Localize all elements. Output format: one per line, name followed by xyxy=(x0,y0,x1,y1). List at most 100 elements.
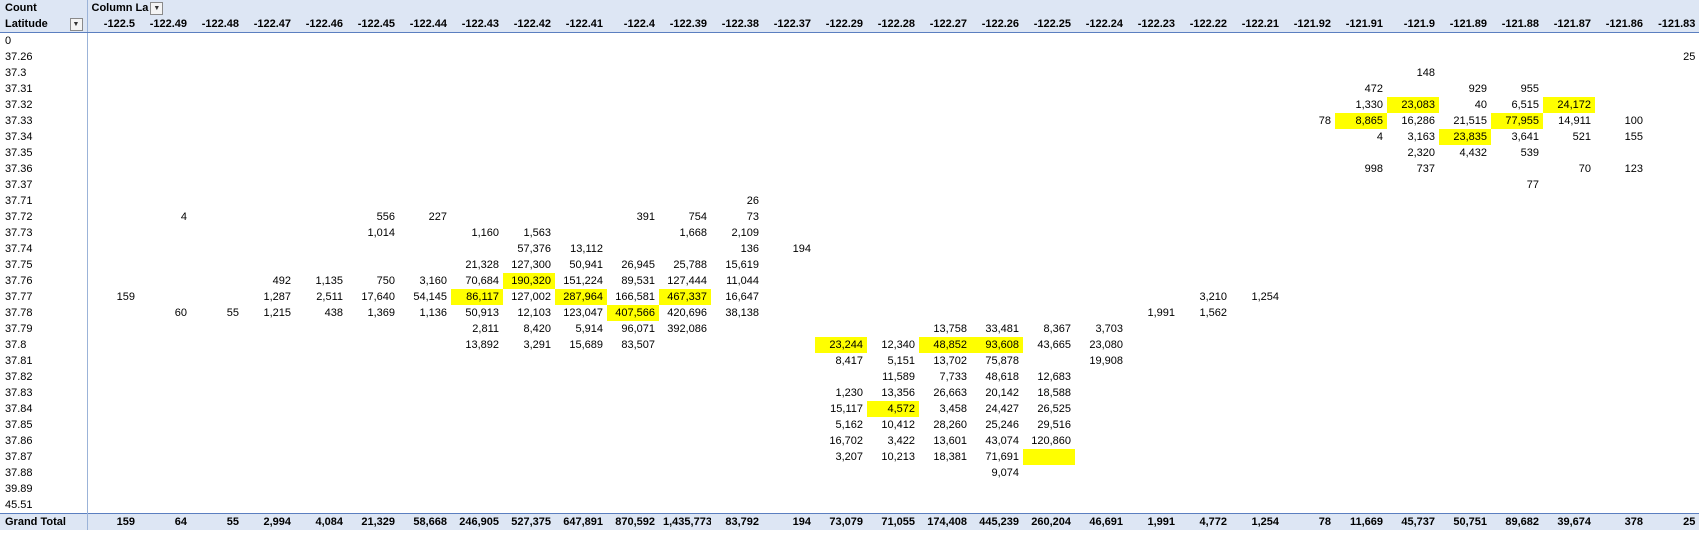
value-cell[interactable]: 43,074 xyxy=(985,434,1019,447)
value-cell[interactable] xyxy=(1439,369,1491,385)
value-cell[interactable] xyxy=(1335,465,1387,481)
value-cell[interactable] xyxy=(711,337,763,353)
value-cell[interactable] xyxy=(1491,433,1543,449)
value-cell[interactable]: 1,562 xyxy=(1199,306,1227,319)
value-cell[interactable] xyxy=(1647,321,1699,337)
value-cell[interactable] xyxy=(763,273,815,289)
value-cell[interactable] xyxy=(1543,481,1595,497)
column-header[interactable]: -122.23 xyxy=(1127,16,1179,33)
value-cell[interactable] xyxy=(295,353,347,369)
value-cell[interactable] xyxy=(191,465,243,481)
value-cell[interactable] xyxy=(1491,257,1543,273)
value-cell[interactable]: 1,014 xyxy=(367,226,395,239)
value-cell[interactable]: 5,914 xyxy=(575,322,603,335)
value-cell[interactable] xyxy=(763,289,815,305)
value-cell[interactable] xyxy=(1647,65,1699,81)
column-header[interactable]: -121.83 xyxy=(1647,16,1699,33)
value-cell[interactable] xyxy=(711,97,763,113)
value-cell[interactable]: 123,047 xyxy=(563,306,603,319)
value-cell[interactable] xyxy=(1491,321,1543,337)
value-cell[interactable] xyxy=(451,497,503,514)
value-cell[interactable] xyxy=(1023,193,1075,209)
value-cell[interactable]: 955 xyxy=(1520,82,1539,95)
value-cell[interactable]: 1,991 xyxy=(1147,306,1175,319)
value-cell[interactable] xyxy=(191,65,243,81)
grand-total-cell[interactable]: 73,079 xyxy=(815,513,867,530)
value-cell[interactable] xyxy=(191,353,243,369)
value-cell[interactable] xyxy=(711,385,763,401)
value-cell[interactable] xyxy=(1543,337,1595,353)
value-cell[interactable] xyxy=(1387,193,1439,209)
value-cell[interactable] xyxy=(763,369,815,385)
column-header[interactable]: -122.28 xyxy=(867,16,919,33)
value-cell[interactable]: 127,002 xyxy=(511,290,551,303)
value-cell[interactable]: 2,109 xyxy=(731,226,759,239)
value-cell[interactable] xyxy=(503,449,555,465)
value-cell[interactable] xyxy=(243,385,295,401)
grand-total-cell[interactable]: 71,055 xyxy=(867,513,919,530)
value-cell[interactable] xyxy=(1491,465,1543,481)
value-cell[interactable] xyxy=(1179,433,1231,449)
value-cell[interactable] xyxy=(1439,337,1491,353)
value-cell[interactable] xyxy=(1283,497,1335,514)
value-cell[interactable] xyxy=(295,33,347,50)
value-cell[interactable] xyxy=(1283,161,1335,177)
value-cell[interactable] xyxy=(347,401,399,417)
value-cell[interactable] xyxy=(867,241,919,257)
column-header[interactable]: -121.88 xyxy=(1491,16,1543,33)
value-cell[interactable] xyxy=(555,433,607,449)
value-cell[interactable] xyxy=(399,145,451,161)
value-cell[interactable] xyxy=(399,161,451,177)
value-cell[interactable] xyxy=(1283,209,1335,225)
value-cell[interactable] xyxy=(659,385,711,401)
value-cell[interactable] xyxy=(971,113,1023,129)
value-cell[interactable] xyxy=(399,337,451,353)
value-cell[interactable] xyxy=(1075,225,1127,241)
value-cell[interactable] xyxy=(919,129,971,145)
value-cell[interactable] xyxy=(763,65,815,81)
value-cell[interactable] xyxy=(867,321,919,337)
value-cell[interactable] xyxy=(399,241,451,257)
value-cell[interactable] xyxy=(711,369,763,385)
value-cell[interactable] xyxy=(1023,305,1075,321)
value-cell[interactable]: 23,244 xyxy=(815,337,867,353)
value-cell[interactable] xyxy=(815,465,867,481)
value-cell[interactable] xyxy=(1647,449,1699,465)
value-cell[interactable] xyxy=(1595,97,1647,113)
value-cell[interactable]: 75,878 xyxy=(985,354,1019,367)
value-cell[interactable] xyxy=(1439,241,1491,257)
value-cell[interactable]: 23,083 xyxy=(1387,97,1439,113)
value-cell[interactable]: 3,163 xyxy=(1407,130,1435,143)
value-cell[interactable] xyxy=(659,145,711,161)
value-cell[interactable] xyxy=(1127,321,1179,337)
value-cell[interactable] xyxy=(451,145,503,161)
value-cell[interactable]: 1,287 xyxy=(263,290,291,303)
value-cell[interactable] xyxy=(1075,113,1127,129)
value-cell[interactable] xyxy=(347,33,399,50)
value-cell[interactable] xyxy=(1075,241,1127,257)
value-cell[interactable] xyxy=(1127,97,1179,113)
value-cell[interactable] xyxy=(919,273,971,289)
value-cell[interactable] xyxy=(1179,225,1231,241)
value-cell[interactable] xyxy=(1283,81,1335,97)
value-cell[interactable] xyxy=(139,289,191,305)
value-cell[interactable] xyxy=(1127,193,1179,209)
value-cell[interactable] xyxy=(555,465,607,481)
value-cell[interactable] xyxy=(867,193,919,209)
value-cell[interactable] xyxy=(1283,385,1335,401)
value-cell[interactable] xyxy=(191,81,243,97)
value-cell[interactable] xyxy=(1387,417,1439,433)
value-cell[interactable] xyxy=(191,49,243,65)
value-cell[interactable] xyxy=(971,49,1023,65)
value-cell[interactable]: 3,207 xyxy=(835,450,863,463)
value-cell[interactable] xyxy=(1283,273,1335,289)
value-cell[interactable] xyxy=(87,33,139,50)
value-cell[interactable]: 227 xyxy=(428,210,447,223)
value-cell[interactable]: 25,246 xyxy=(985,418,1019,431)
value-cell[interactable] xyxy=(1595,321,1647,337)
value-cell[interactable] xyxy=(243,161,295,177)
value-cell[interactable] xyxy=(295,449,347,465)
value-cell[interactable] xyxy=(1647,353,1699,369)
value-cell[interactable] xyxy=(1283,241,1335,257)
value-cell[interactable] xyxy=(711,353,763,369)
